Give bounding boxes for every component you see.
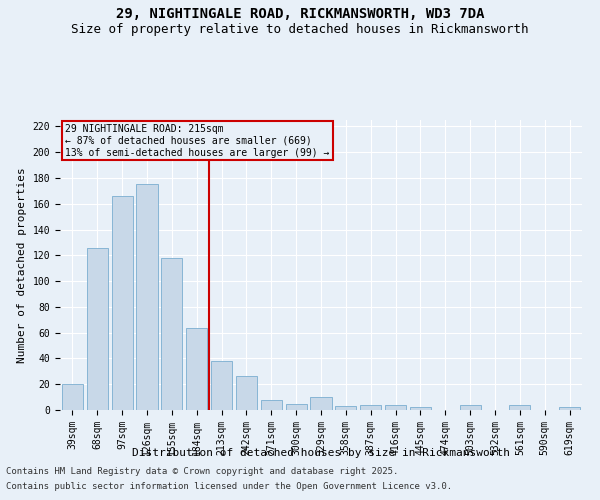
Bar (87, 248, 108, 410)
Bar (136, 184, 158, 410)
Bar (261, 400, 282, 410)
Bar (211, 361, 232, 410)
Bar (460, 405, 481, 410)
Bar (385, 405, 406, 410)
Text: Contains public sector information licensed under the Open Government Licence v3: Contains public sector information licen… (6, 482, 452, 491)
Bar (559, 408, 580, 410)
Bar (112, 196, 133, 410)
Bar (286, 404, 307, 410)
Bar (335, 406, 356, 410)
Text: 29, NIGHTINGALE ROAD, RICKMANSWORTH, WD3 7DA: 29, NIGHTINGALE ROAD, RICKMANSWORTH, WD3… (116, 8, 484, 22)
Text: 29 NIGHTINGALE ROAD: 215sqm
← 87% of detached houses are smaller (669)
13% of se: 29 NIGHTINGALE ROAD: 215sqm ← 87% of det… (65, 124, 329, 158)
Y-axis label: Number of detached properties: Number of detached properties (17, 167, 27, 363)
Text: Distribution of detached houses by size in Rickmansworth: Distribution of detached houses by size … (132, 448, 510, 458)
Bar (310, 397, 332, 410)
Bar (161, 258, 182, 410)
Text: Contains HM Land Registry data © Crown copyright and database right 2025.: Contains HM Land Registry data © Crown c… (6, 467, 398, 476)
Text: Size of property relative to detached houses in Rickmansworth: Size of property relative to detached ho… (71, 22, 529, 36)
Bar (360, 405, 381, 410)
Bar (62, 384, 83, 410)
Bar (236, 376, 257, 410)
Bar (509, 405, 530, 410)
Bar (186, 328, 207, 410)
Bar (410, 408, 431, 410)
